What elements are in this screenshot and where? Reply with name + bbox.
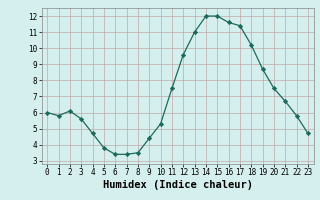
- X-axis label: Humidex (Indice chaleur): Humidex (Indice chaleur): [103, 180, 252, 190]
